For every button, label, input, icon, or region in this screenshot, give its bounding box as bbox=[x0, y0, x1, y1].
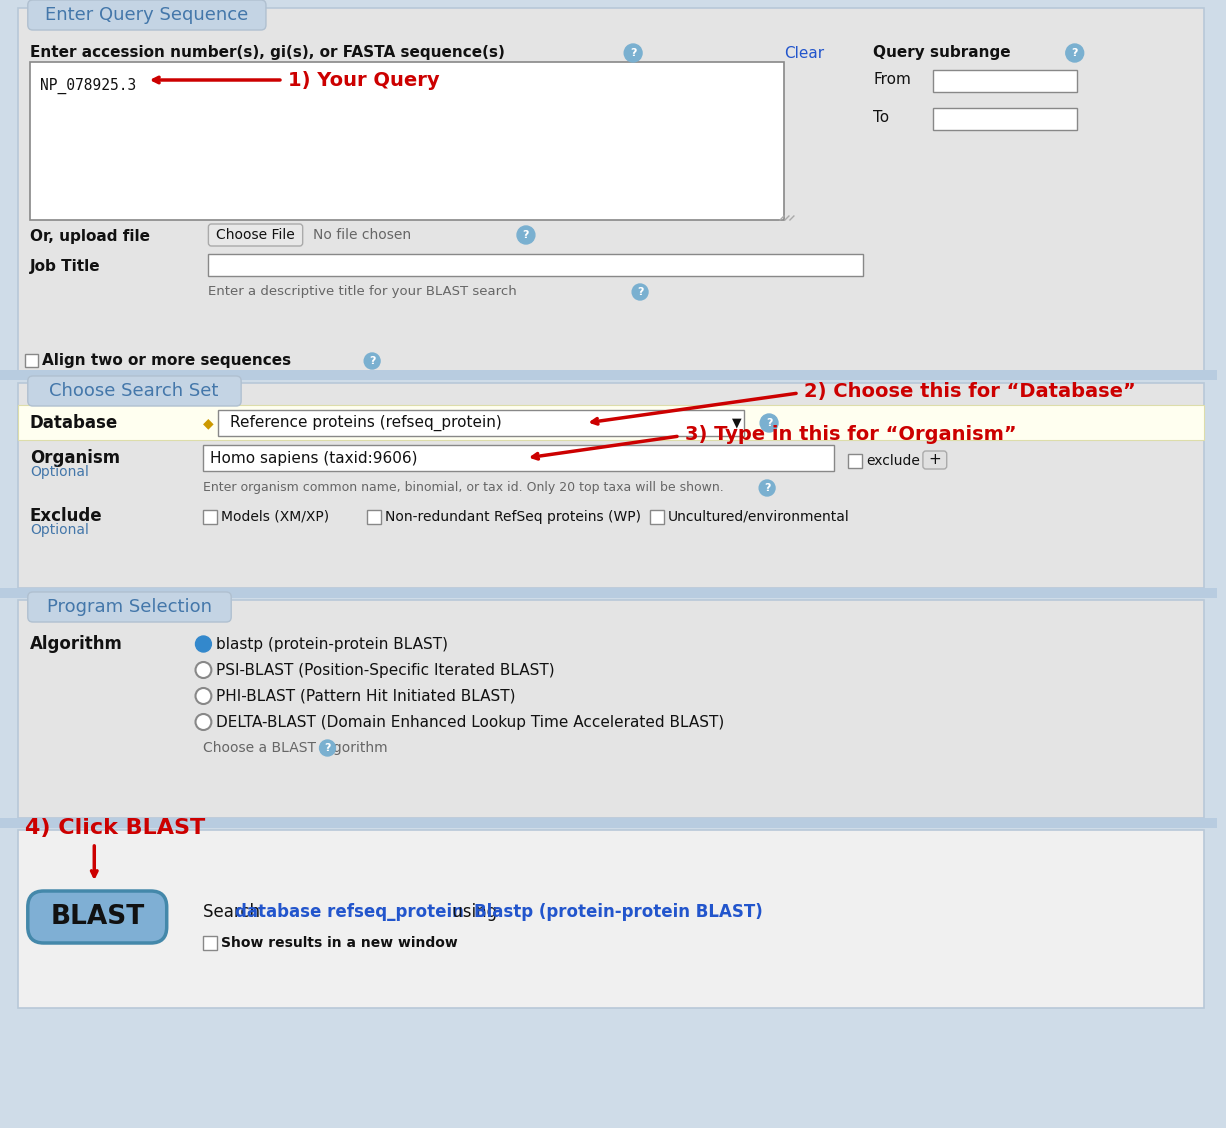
Text: Choose Search Set: Choose Search Set bbox=[49, 382, 218, 400]
Text: Homo sapiens (taxid:9606): Homo sapiens (taxid:9606) bbox=[211, 450, 418, 466]
FancyBboxPatch shape bbox=[28, 0, 266, 30]
Bar bbox=[0, 370, 1216, 380]
Text: ?: ? bbox=[522, 230, 530, 240]
Circle shape bbox=[624, 44, 642, 62]
Circle shape bbox=[195, 714, 211, 730]
Text: BLAST: BLAST bbox=[50, 904, 145, 929]
Text: Clear: Clear bbox=[783, 45, 824, 61]
Bar bbox=[18, 405, 1204, 440]
Text: PHI-BLAST (Pattern Hit Initiated BLAST): PHI-BLAST (Pattern Hit Initiated BLAST) bbox=[216, 688, 516, 704]
Bar bbox=[18, 830, 1204, 1008]
Circle shape bbox=[1065, 44, 1084, 62]
Bar bbox=[933, 70, 1076, 92]
Bar bbox=[204, 936, 217, 950]
Text: Reference proteins (refseq_protein): Reference proteins (refseq_protein) bbox=[230, 415, 501, 431]
Circle shape bbox=[760, 414, 779, 432]
Bar bbox=[18, 384, 1204, 588]
Circle shape bbox=[633, 284, 649, 300]
Text: Organism: Organism bbox=[29, 449, 120, 467]
Text: Algorithm: Algorithm bbox=[29, 635, 123, 653]
Text: exclude: exclude bbox=[867, 453, 921, 468]
Text: Search: Search bbox=[204, 904, 266, 920]
Text: Job Title: Job Title bbox=[29, 258, 101, 273]
FancyBboxPatch shape bbox=[28, 376, 242, 406]
Bar bbox=[0, 588, 1216, 598]
Text: Align two or more sequences: Align two or more sequences bbox=[42, 353, 291, 369]
Text: Non-redundant RefSeq proteins (WP): Non-redundant RefSeq proteins (WP) bbox=[385, 510, 641, 525]
Text: 3) Type in this for “Organism”: 3) Type in this for “Organism” bbox=[685, 424, 1016, 443]
Circle shape bbox=[195, 662, 211, 678]
Circle shape bbox=[195, 636, 211, 652]
Text: Show results in a new window: Show results in a new window bbox=[222, 936, 459, 950]
Circle shape bbox=[759, 481, 775, 496]
Text: ?: ? bbox=[630, 49, 636, 58]
Text: Enter a descriptive title for your BLAST search: Enter a descriptive title for your BLAST… bbox=[208, 285, 517, 299]
Bar bbox=[0, 818, 1216, 828]
Text: ▼: ▼ bbox=[732, 416, 742, 430]
Text: Query subrange: Query subrange bbox=[873, 45, 1011, 61]
Bar bbox=[933, 108, 1076, 130]
Circle shape bbox=[517, 226, 535, 244]
Bar bbox=[25, 354, 38, 367]
Text: 4) Click BLAST: 4) Click BLAST bbox=[25, 818, 205, 838]
Text: Uncultured/environmental: Uncultured/environmental bbox=[668, 510, 850, 525]
Text: using: using bbox=[446, 904, 501, 920]
Text: Enter Query Sequence: Enter Query Sequence bbox=[45, 6, 249, 24]
Bar bbox=[848, 453, 862, 468]
Text: 2) Choose this for “Database”: 2) Choose this for “Database” bbox=[804, 381, 1135, 400]
Text: Database: Database bbox=[29, 414, 118, 432]
Bar bbox=[650, 510, 664, 525]
Text: Enter organism common name, binomial, or tax id. Only 20 top taxa will be shown.: Enter organism common name, binomial, or… bbox=[204, 482, 725, 494]
Text: No file chosen: No file chosen bbox=[313, 228, 411, 243]
Text: +: + bbox=[928, 452, 942, 467]
Text: Or, upload file: Or, upload file bbox=[29, 229, 150, 244]
Text: ?: ? bbox=[636, 287, 644, 297]
Text: ?: ? bbox=[324, 743, 331, 754]
Bar bbox=[218, 409, 744, 437]
Text: ?: ? bbox=[766, 418, 772, 428]
Text: 1) Your Query: 1) Your Query bbox=[288, 70, 439, 89]
Text: Enter accession number(s), gi(s), or FASTA sequence(s): Enter accession number(s), gi(s), or FAS… bbox=[29, 45, 505, 61]
Text: Optional: Optional bbox=[29, 523, 88, 537]
Text: Optional: Optional bbox=[29, 465, 88, 479]
Text: Program Selection: Program Selection bbox=[47, 598, 212, 616]
Text: NP_078925.3: NP_078925.3 bbox=[39, 78, 136, 95]
Circle shape bbox=[320, 740, 336, 756]
FancyBboxPatch shape bbox=[28, 891, 167, 943]
Text: PSI-BLAST (Position-Specific Iterated BLAST): PSI-BLAST (Position-Specific Iterated BL… bbox=[216, 662, 555, 678]
Bar bbox=[18, 600, 1204, 818]
Bar bbox=[29, 62, 783, 220]
Text: ?: ? bbox=[369, 356, 375, 365]
Text: ◆: ◆ bbox=[204, 416, 215, 430]
Bar bbox=[18, 8, 1204, 373]
Text: To: To bbox=[873, 111, 889, 125]
Text: Exclude: Exclude bbox=[29, 506, 103, 525]
FancyBboxPatch shape bbox=[28, 592, 232, 622]
Text: Choose File: Choose File bbox=[216, 228, 294, 243]
Circle shape bbox=[195, 688, 211, 704]
Text: database refseq_protein: database refseq_protein bbox=[235, 904, 465, 920]
Text: blastp (protein-protein BLAST): blastp (protein-protein BLAST) bbox=[216, 636, 449, 652]
Text: DELTA-BLAST (Domain Enhanced Lookup Time Accelerated BLAST): DELTA-BLAST (Domain Enhanced Lookup Time… bbox=[216, 714, 725, 730]
Text: ?: ? bbox=[1072, 49, 1078, 58]
FancyBboxPatch shape bbox=[208, 224, 303, 246]
Bar bbox=[204, 510, 217, 525]
Circle shape bbox=[200, 640, 207, 647]
Text: Choose a BLAST algorithm: Choose a BLAST algorithm bbox=[204, 741, 389, 755]
Text: ?: ? bbox=[764, 483, 770, 493]
FancyBboxPatch shape bbox=[923, 451, 946, 469]
Circle shape bbox=[364, 353, 380, 369]
Text: Blastp (protein-protein BLAST): Blastp (protein-protein BLAST) bbox=[474, 904, 763, 920]
Text: From: From bbox=[873, 72, 911, 88]
Bar bbox=[204, 446, 834, 472]
Text: Models (XM/XP): Models (XM/XP) bbox=[222, 510, 330, 525]
Bar bbox=[208, 254, 863, 276]
Bar bbox=[367, 510, 381, 525]
